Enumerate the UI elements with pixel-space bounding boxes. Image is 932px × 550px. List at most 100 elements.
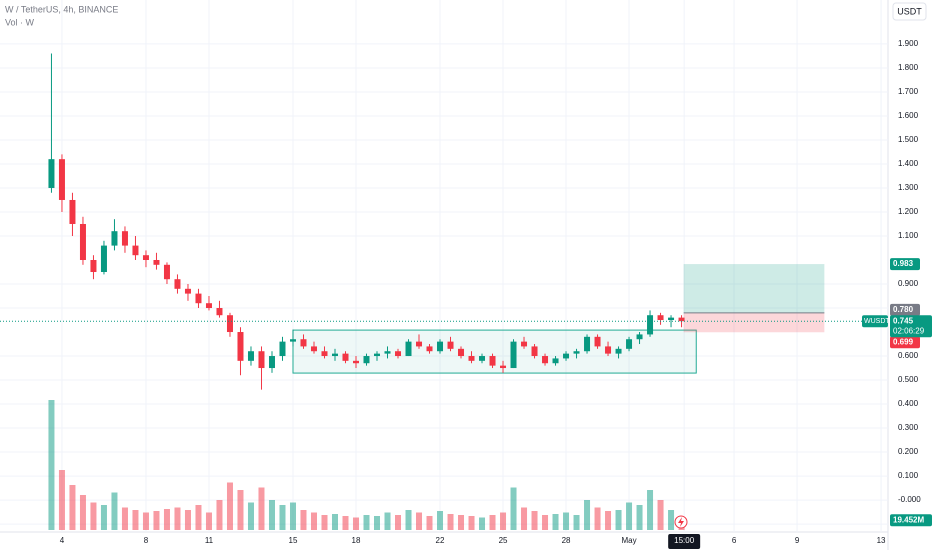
x-tick-label: 9 xyxy=(795,536,800,545)
candle-body xyxy=(426,346,433,352)
candle-body xyxy=(352,360,359,364)
volume-bar xyxy=(489,515,496,530)
x-tick-label: 4 xyxy=(60,536,65,545)
candle-body xyxy=(542,356,549,364)
volume-bar xyxy=(458,515,465,530)
volume-bar xyxy=(510,487,517,530)
volume-bar xyxy=(142,512,149,530)
candle-body xyxy=(300,339,307,347)
y-tick-label: 1.500 xyxy=(898,135,919,144)
volume-bar xyxy=(605,511,612,530)
volume-bar xyxy=(90,502,97,530)
candle-body xyxy=(468,356,475,361)
volume-bar xyxy=(79,495,86,530)
volume-bar xyxy=(573,515,580,530)
candle-body xyxy=(489,356,496,366)
x-tick-label: 11 xyxy=(205,536,214,545)
candle-body xyxy=(573,351,580,354)
candle-body xyxy=(405,341,412,357)
y-tick-label: 1.900 xyxy=(898,39,919,48)
volume-bar xyxy=(48,400,55,530)
price-label-box xyxy=(890,303,920,316)
candle-body xyxy=(636,334,643,340)
volume-bar xyxy=(405,510,412,530)
candle-body xyxy=(111,231,118,246)
price-label-box xyxy=(890,258,920,271)
volume-bar xyxy=(416,512,423,530)
volume-bar xyxy=(647,490,654,530)
candle-body xyxy=(552,358,559,364)
candle-body xyxy=(247,351,254,361)
volume-bar xyxy=(132,510,139,530)
volume-bar xyxy=(363,515,370,530)
price-label-box xyxy=(890,336,920,349)
x-tick-label: 18 xyxy=(352,536,361,545)
candle-body xyxy=(258,351,265,369)
candle-body xyxy=(678,317,685,322)
candle-body xyxy=(58,159,65,200)
volume-bar xyxy=(437,511,444,530)
volume-bar xyxy=(395,515,402,530)
volume-bar xyxy=(184,510,191,530)
candle-body xyxy=(647,315,654,335)
volume-bar xyxy=(331,514,338,530)
x-tick-label: 13 xyxy=(877,536,886,545)
candle-body xyxy=(563,353,570,359)
volume-bar xyxy=(542,515,549,530)
crosshair-time-box xyxy=(668,534,701,549)
volume-bar xyxy=(58,470,65,530)
currency-label[interactable]: USDT xyxy=(897,6,922,16)
currency-button[interactable] xyxy=(892,2,927,21)
volume-bar xyxy=(163,509,170,530)
candle-body xyxy=(100,245,107,273)
candle-body xyxy=(657,315,664,321)
y-tick-label: 0.100 xyxy=(898,471,919,480)
price-label: 0.699 xyxy=(893,337,914,346)
candle-body xyxy=(310,346,317,352)
candle-body xyxy=(605,346,612,354)
candle-body xyxy=(594,336,601,347)
plot xyxy=(0,0,888,532)
candle-body xyxy=(279,341,286,357)
volume-bar xyxy=(521,507,528,530)
volume-bar xyxy=(342,516,349,530)
candle-body xyxy=(132,245,139,256)
x-tick-label: 22 xyxy=(436,536,445,545)
countdown-label: 02:06:29 xyxy=(893,326,925,335)
candle-body xyxy=(668,317,675,321)
candle-body xyxy=(268,356,275,369)
candle-body xyxy=(384,351,391,354)
candle-body xyxy=(205,303,212,309)
candle-body xyxy=(584,336,591,352)
candle-body xyxy=(237,332,244,361)
candle-body xyxy=(163,264,170,280)
volume-bar xyxy=(479,517,486,530)
candle-body xyxy=(437,341,444,352)
volume-bar xyxy=(321,515,328,530)
volume-bar xyxy=(237,490,244,530)
volume-bar xyxy=(626,502,633,530)
y-tick-label: -0.000 xyxy=(898,495,921,504)
volume-bar xyxy=(531,511,538,530)
candle-body xyxy=(531,346,538,357)
x-tick-label: 25 xyxy=(499,536,508,545)
volume-bar xyxy=(468,516,475,530)
candle-body xyxy=(374,353,381,357)
volume-bar xyxy=(121,507,128,530)
y-tick-label: 0.500 xyxy=(898,375,919,384)
volume-bar xyxy=(100,505,107,530)
y-tick-label: 0.900 xyxy=(898,279,919,288)
candle-body xyxy=(615,348,622,354)
range-box xyxy=(292,329,697,374)
candle-body xyxy=(331,353,338,357)
last-price-label: 0.745 xyxy=(893,316,914,325)
position-target-zone xyxy=(683,264,825,313)
y-tick-label: 0.400 xyxy=(898,399,919,408)
candle-body xyxy=(79,223,86,260)
candle-body xyxy=(90,259,97,273)
candle-body xyxy=(174,279,181,289)
chart-title: W / TetherUS, 4h, BINANCE xyxy=(5,4,118,14)
x-tick-label: 28 xyxy=(562,536,571,545)
volume-bar xyxy=(69,485,76,530)
y-tick-label: 0.300 xyxy=(898,423,919,432)
